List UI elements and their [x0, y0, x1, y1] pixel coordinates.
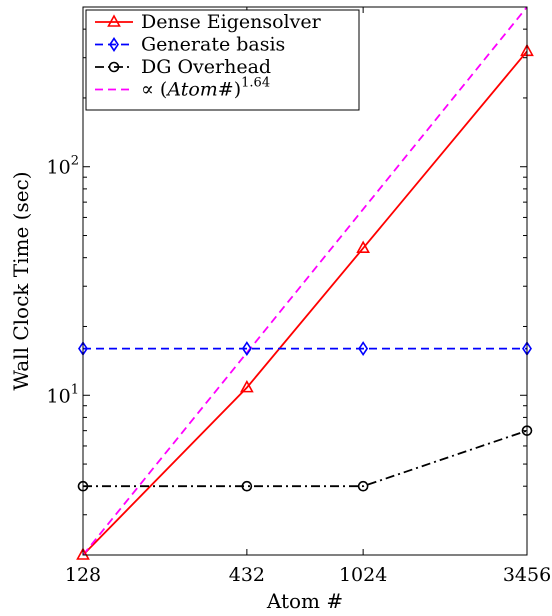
- legend-marker-0: [107, 14, 121, 27]
- legend-label-2: DG Overhead: [141, 56, 271, 78]
- legend-box: [85, 9, 360, 111]
- x-tick-label: 432: [229, 564, 265, 586]
- tick-labels: 128 432 1024 3456 101 102: [47, 154, 552, 586]
- legend-marker-2: [108, 61, 120, 73]
- series-0-point: [76, 547, 90, 560]
- legend-marker-1: [109, 37, 119, 52]
- series-2-point: [241, 480, 253, 492]
- series-0-point: [356, 240, 370, 254]
- x-axis-label: Atom #: [266, 589, 343, 613]
- series-layer: [83, 7, 527, 555]
- x-tick-label: 1024: [339, 564, 387, 586]
- ticks-layer: [82, 6, 528, 556]
- legend-label-0: Dense Eigensolver: [141, 11, 322, 33]
- series-1-point: [358, 341, 369, 357]
- y-tick-label: 102: [47, 154, 79, 179]
- series-1-point: [241, 341, 252, 357]
- series-line-3: [83, 7, 527, 555]
- series-line-0: [83, 50, 527, 555]
- y-tick-label: 101: [47, 382, 79, 407]
- legend-label-3: ∝ (Atom#)1.64: [141, 76, 270, 101]
- series-line-2: [83, 429, 527, 488]
- y-axis-label: Wall Clock Time (sec): [9, 171, 33, 390]
- markers-layer: [76, 43, 534, 560]
- series-0-point: [240, 379, 254, 393]
- x-tick-label: 3456: [503, 564, 551, 586]
- plot-area-frame: [82, 6, 528, 556]
- x-tick-label: 128: [65, 564, 101, 586]
- legend-label-1: Generate basis: [141, 34, 285, 56]
- series-2-point: [357, 480, 369, 492]
